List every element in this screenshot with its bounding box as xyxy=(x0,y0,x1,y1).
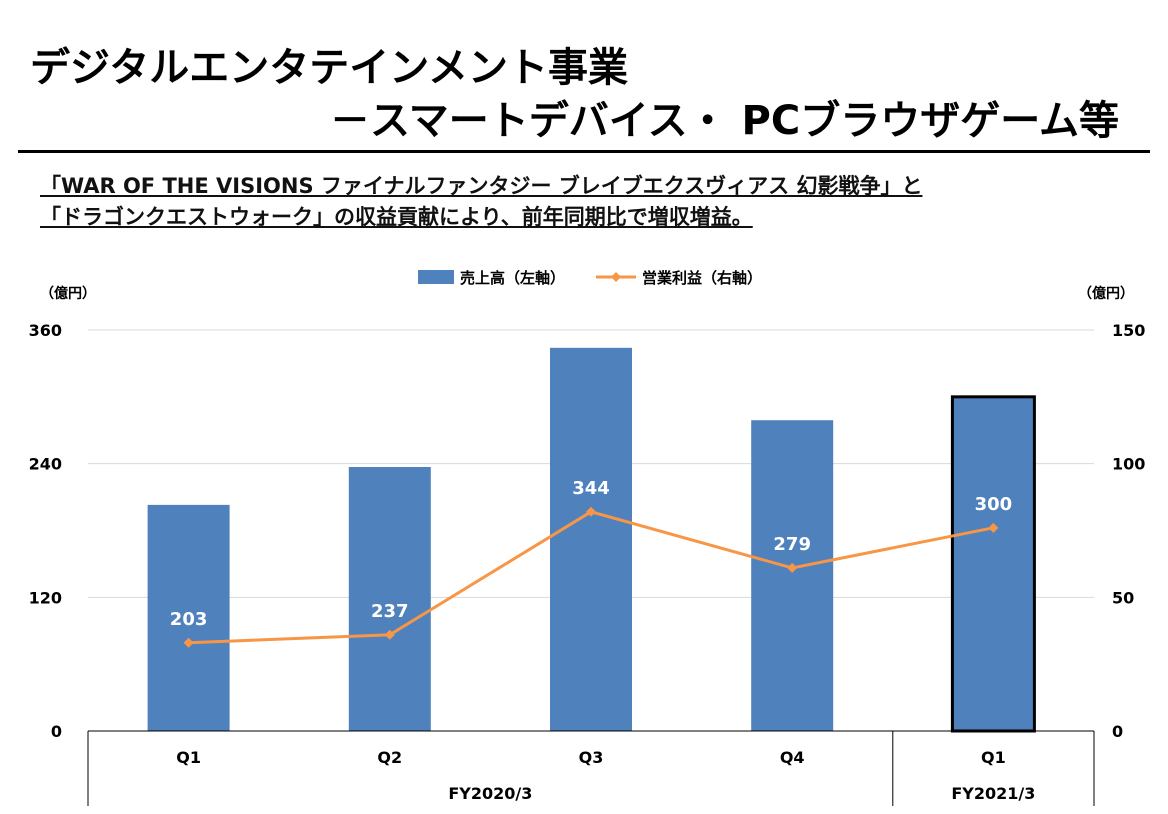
bar-2 xyxy=(348,467,431,731)
legend-line-label: 営業利益（右軸） xyxy=(642,269,762,287)
legend-bar-swatch xyxy=(418,270,454,284)
bar-data-label-4: 279 xyxy=(773,534,811,555)
y-right-tick-label: 0 xyxy=(1112,722,1123,741)
y-left-unit: （億円） xyxy=(40,285,96,302)
bar-5 xyxy=(950,395,1036,733)
line-series xyxy=(183,506,999,648)
profit-point-2 xyxy=(384,629,395,640)
x-group-label-2: FY2021/3 xyxy=(951,784,1035,803)
bar-data-label-2: 237 xyxy=(371,601,409,622)
profit-point-1 xyxy=(183,637,194,648)
y-right-unit: （億円） xyxy=(1078,285,1134,302)
bar-series: 203 237 344 279 300 xyxy=(147,347,1036,733)
x-group-label-1: FY2020/3 xyxy=(448,784,532,803)
x-tick-label-4: Q4 xyxy=(780,748,805,767)
profit-point-3 xyxy=(586,506,596,517)
legend-line-marker xyxy=(611,272,621,282)
y-left-tick-label: 240 xyxy=(29,455,62,474)
y-left-tick-label: 360 xyxy=(29,321,62,340)
profit-point-4 xyxy=(787,562,798,573)
y-right-tick-label: 100 xyxy=(1112,455,1145,474)
bar-3 xyxy=(550,347,632,731)
x-tick-label-3: Q3 xyxy=(579,748,604,767)
subtitle-line-2: 「ドラゴンクエストウォーク」の収益貢献により、前年同期比で増収増益。 xyxy=(40,205,753,229)
x-tick-label-5: Q1 xyxy=(981,748,1006,767)
title-divider xyxy=(18,150,1150,153)
page-title-line-2: －スマートデバイス・ PCブラウザゲーム等 xyxy=(330,98,1119,144)
bar-data-label-5: 300 xyxy=(975,494,1013,515)
subtitle-line-1: 「WAR OF THE VISIONS ファイナルファンタジー ブレイブエクスヴ… xyxy=(40,174,923,198)
legend: 売上高（左軸） 営業利益（右軸） xyxy=(418,269,762,287)
y-right-tick-label: 150 xyxy=(1112,321,1145,340)
bar-data-label-3: 344 xyxy=(572,478,610,499)
y-left-tick-label: 0 xyxy=(51,722,62,741)
y-left-tick-label: 120 xyxy=(29,588,62,607)
y-right-tick-label: 50 xyxy=(1112,588,1134,607)
bar-4 xyxy=(751,420,834,731)
axes: 0 120 240 360 0 50 100 150 （億円） （億円） FY2020/3 FY202… xyxy=(29,285,1145,806)
x-tick-label-2: Q2 xyxy=(377,748,402,767)
profit-point-5 xyxy=(988,522,999,533)
bar-data-label-1: 203 xyxy=(170,609,208,630)
bar-1 xyxy=(147,504,230,731)
page-title-line-1: デジタルエンタテインメント事業 xyxy=(30,45,628,91)
legend-bar-label: 売上高（左軸） xyxy=(460,269,565,287)
x-tick-label-1: Q1 xyxy=(176,748,201,767)
